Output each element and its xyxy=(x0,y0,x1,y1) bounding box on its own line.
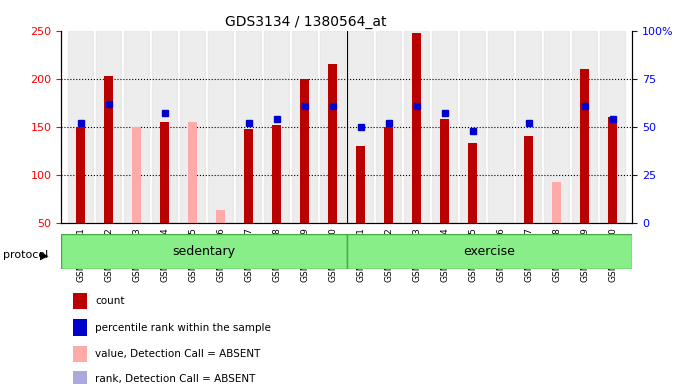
Bar xyxy=(73,371,87,384)
Bar xyxy=(273,125,282,223)
Bar xyxy=(609,117,617,223)
Bar xyxy=(180,31,205,223)
Bar xyxy=(376,31,401,223)
Text: count: count xyxy=(95,296,125,306)
Bar xyxy=(384,127,393,223)
Text: rank, Detection Call = ABSENT: rank, Detection Call = ABSENT xyxy=(95,374,256,384)
Bar xyxy=(96,31,122,223)
Text: ▶: ▶ xyxy=(40,250,48,260)
Bar xyxy=(208,31,233,223)
Bar xyxy=(524,136,533,223)
Text: sedentary: sedentary xyxy=(173,245,235,258)
Bar xyxy=(356,146,365,223)
Bar xyxy=(236,31,261,223)
Bar xyxy=(301,79,309,223)
Text: protocol: protocol xyxy=(3,250,49,260)
Bar xyxy=(469,143,477,223)
Bar xyxy=(133,127,141,223)
Bar xyxy=(152,31,177,223)
Bar xyxy=(404,31,429,223)
Bar xyxy=(581,69,589,223)
Bar xyxy=(432,31,458,223)
Bar xyxy=(105,76,113,223)
Bar xyxy=(188,122,197,223)
FancyBboxPatch shape xyxy=(61,234,347,269)
Bar xyxy=(412,33,421,223)
Bar xyxy=(572,31,598,223)
Bar xyxy=(460,31,486,223)
Bar xyxy=(244,129,253,223)
Bar xyxy=(552,182,561,223)
Bar xyxy=(488,31,513,223)
FancyBboxPatch shape xyxy=(347,234,632,269)
Bar xyxy=(265,31,290,223)
Bar xyxy=(516,31,541,223)
Bar xyxy=(68,31,93,223)
Text: exercise: exercise xyxy=(464,245,515,258)
Bar xyxy=(292,31,318,223)
Bar xyxy=(216,210,225,223)
Bar xyxy=(348,31,373,223)
Bar xyxy=(73,319,87,336)
Bar xyxy=(328,65,337,223)
Text: GDS3134 / 1380564_at: GDS3134 / 1380564_at xyxy=(225,15,387,29)
Bar xyxy=(320,31,345,223)
Bar xyxy=(544,31,569,223)
Bar xyxy=(600,31,626,223)
Bar xyxy=(73,293,87,309)
Bar xyxy=(73,346,87,362)
Bar xyxy=(441,119,449,223)
Bar xyxy=(124,31,150,223)
Bar xyxy=(160,122,169,223)
Text: percentile rank within the sample: percentile rank within the sample xyxy=(95,323,271,333)
Bar xyxy=(76,127,85,223)
Text: value, Detection Call = ABSENT: value, Detection Call = ABSENT xyxy=(95,349,261,359)
